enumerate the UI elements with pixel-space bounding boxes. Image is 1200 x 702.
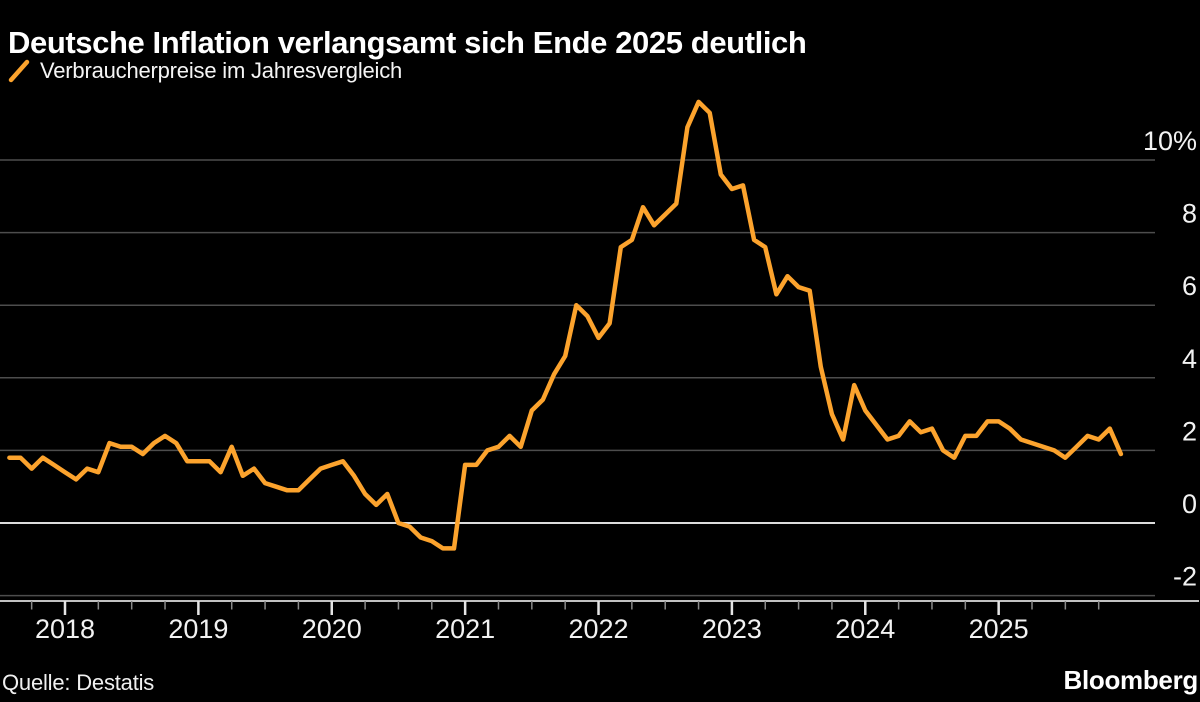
bloomberg-logo: Bloomberg bbox=[1063, 665, 1198, 695]
y-axis-label: 2 bbox=[1182, 416, 1197, 446]
y-axis-label: 8 bbox=[1182, 199, 1197, 229]
y-axis-label: 10% bbox=[1143, 126, 1197, 156]
source-label: Quelle: Destatis bbox=[2, 670, 155, 695]
y-axis-label: 0 bbox=[1182, 489, 1197, 519]
legend-series-label: Verbraucherpreise im Jahresvergleich bbox=[40, 58, 403, 83]
x-axis-label: 2023 bbox=[702, 614, 762, 644]
legend-series-slash-icon bbox=[8, 59, 30, 83]
x-axis-label: 2019 bbox=[168, 614, 228, 644]
y-axis-label: 6 bbox=[1182, 271, 1197, 301]
chart-title: Deutsche Inflation verlangsamt sich Ende… bbox=[8, 24, 807, 60]
x-axis-label: 2021 bbox=[435, 614, 495, 644]
y-axis-label: 4 bbox=[1182, 344, 1197, 374]
x-axis-label: 2024 bbox=[835, 614, 895, 644]
x-axis-label: 2018 bbox=[35, 614, 95, 644]
x-axis-label: 2022 bbox=[568, 614, 628, 644]
x-axis-label: 2025 bbox=[969, 614, 1029, 644]
x-axis-label: 2020 bbox=[302, 614, 362, 644]
inflation-line bbox=[7, 99, 1124, 551]
y-axis-label: -2 bbox=[1173, 562, 1197, 592]
legend: Verbraucherpreise im Jahresvergleich bbox=[8, 58, 402, 84]
